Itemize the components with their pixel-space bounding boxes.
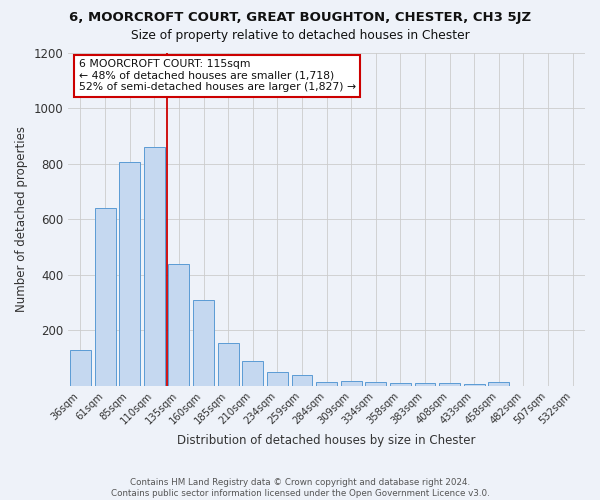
Bar <box>267 372 288 386</box>
Bar <box>341 380 362 386</box>
Bar <box>464 384 485 386</box>
Bar <box>390 383 411 386</box>
X-axis label: Distribution of detached houses by size in Chester: Distribution of detached houses by size … <box>178 434 476 448</box>
Bar <box>193 300 214 386</box>
Bar <box>439 384 460 386</box>
Text: Size of property relative to detached houses in Chester: Size of property relative to detached ho… <box>131 29 469 42</box>
Bar <box>365 382 386 386</box>
Bar <box>144 147 165 386</box>
Bar <box>218 342 239 386</box>
Text: Contains HM Land Registry data © Crown copyright and database right 2024.
Contai: Contains HM Land Registry data © Crown c… <box>110 478 490 498</box>
Text: 6 MOORCROFT COURT: 115sqm
← 48% of detached houses are smaller (1,718)
52% of se: 6 MOORCROFT COURT: 115sqm ← 48% of detac… <box>79 59 356 92</box>
Text: 6, MOORCROFT COURT, GREAT BOUGHTON, CHESTER, CH3 5JZ: 6, MOORCROFT COURT, GREAT BOUGHTON, CHES… <box>69 12 531 24</box>
Bar <box>488 382 509 386</box>
Bar <box>95 208 116 386</box>
Bar <box>292 374 313 386</box>
Bar <box>70 350 91 386</box>
Bar <box>169 264 190 386</box>
Bar <box>415 384 436 386</box>
Bar <box>119 162 140 386</box>
Y-axis label: Number of detached properties: Number of detached properties <box>15 126 28 312</box>
Bar <box>242 360 263 386</box>
Bar <box>316 382 337 386</box>
